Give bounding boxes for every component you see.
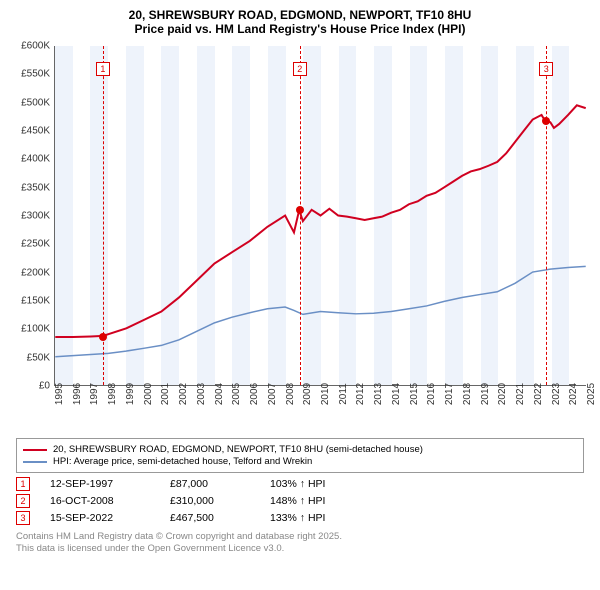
chart-subtitle: Price paid vs. HM Land Registry's House … — [8, 22, 592, 36]
chart-title: 20, SHREWSBURY ROAD, EDGMOND, NEWPORT, T… — [8, 8, 592, 22]
annotation-price: £87,000 — [170, 478, 250, 490]
y-tick-label: £550K — [21, 69, 50, 80]
series-line — [55, 266, 585, 356]
x-tick-label: 2021 — [515, 383, 526, 405]
annotation-hpi: 103% ↑ HPI — [270, 478, 325, 490]
x-tick-label: 2000 — [143, 383, 154, 405]
x-tick-label: 2015 — [409, 383, 420, 405]
legend-row: 20, SHREWSBURY ROAD, EDGMOND, NEWPORT, T… — [23, 444, 577, 455]
annotation-date: 15-SEP-2022 — [50, 512, 150, 524]
marker-dot — [542, 117, 550, 125]
x-tick-label: 1998 — [107, 383, 118, 405]
x-tick-label: 2013 — [373, 383, 384, 405]
x-tick-label: 2023 — [551, 383, 562, 405]
x-tick-label: 1999 — [125, 383, 136, 405]
marker-number-box: 2 — [293, 62, 307, 76]
legend-swatch — [23, 461, 47, 463]
y-tick-label: £0 — [39, 381, 50, 392]
x-tick-label: 2002 — [178, 383, 189, 405]
marker-number-box: 1 — [96, 62, 110, 76]
annotation-date: 12-SEP-1997 — [50, 478, 150, 490]
x-tick-label: 2001 — [160, 383, 171, 405]
marker-dash-line — [546, 46, 547, 385]
x-axis: 1995199619971998199920002001200220032004… — [54, 390, 586, 430]
legend: 20, SHREWSBURY ROAD, EDGMOND, NEWPORT, T… — [16, 438, 584, 473]
y-tick-label: £200K — [21, 267, 50, 278]
x-tick-label: 2016 — [426, 383, 437, 405]
plot-area: 1 2 3 — [54, 46, 586, 386]
title-area: 20, SHREWSBURY ROAD, EDGMOND, NEWPORT, T… — [8, 8, 592, 36]
x-tick-label: 2025 — [586, 383, 597, 405]
x-tick-label: 1997 — [89, 383, 100, 405]
x-tick-label: 2012 — [355, 383, 366, 405]
x-tick-label: 2007 — [267, 383, 278, 405]
y-tick-label: £150K — [21, 296, 50, 307]
y-axis: £0£50K£100K£150K£200K£250K£300K£350K£400… — [12, 46, 52, 386]
x-tick-label: 2008 — [285, 383, 296, 405]
annotations-table: 1 12-SEP-1997 £87,000 103% ↑ HPI 2 16-OCT-200… — [16, 477, 584, 525]
x-tick-label: 2006 — [249, 383, 260, 405]
y-tick-label: £350K — [21, 182, 50, 193]
annotation-hpi: 133% ↑ HPI — [270, 512, 325, 524]
x-tick-label: 2010 — [320, 383, 331, 405]
x-tick-label: 2014 — [391, 383, 402, 405]
y-tick-label: £600K — [21, 41, 50, 52]
series-line — [55, 105, 585, 337]
x-tick-label: 2003 — [196, 383, 207, 405]
legend-swatch — [23, 449, 47, 451]
chart-container: 20, SHREWSBURY ROAD, EDGMOND, NEWPORT, T… — [0, 0, 600, 590]
annotation-price: £467,500 — [170, 512, 250, 524]
marker-number-box: 3 — [539, 62, 553, 76]
footer-attribution: Contains HM Land Registry data © Crown c… — [16, 531, 584, 556]
x-tick-label: 2009 — [302, 383, 313, 405]
y-tick-label: £100K — [21, 324, 50, 335]
annotation-number-box: 2 — [16, 494, 30, 508]
x-tick-label: 2005 — [231, 383, 242, 405]
x-tick-label: 1996 — [72, 383, 83, 405]
x-tick-label: 2022 — [533, 383, 544, 405]
annotation-number-box: 3 — [16, 511, 30, 525]
annotation-number-box: 1 — [16, 477, 30, 491]
x-tick-label: 2017 — [444, 383, 455, 405]
footer-line: Contains HM Land Registry data © Crown c… — [16, 531, 584, 543]
y-tick-label: £400K — [21, 154, 50, 165]
legend-label: 20, SHREWSBURY ROAD, EDGMOND, NEWPORT, T… — [53, 444, 423, 455]
x-tick-label: 2019 — [480, 383, 491, 405]
x-tick-label: 2018 — [462, 383, 473, 405]
legend-label: HPI: Average price, semi-detached house,… — [53, 456, 312, 467]
annotation-date: 16-OCT-2008 — [50, 495, 150, 507]
legend-row: HPI: Average price, semi-detached house,… — [23, 456, 577, 467]
y-tick-label: £50K — [27, 352, 50, 363]
footer-line: This data is licensed under the Open Gov… — [16, 543, 584, 555]
annotation-hpi: 148% ↑ HPI — [270, 495, 325, 507]
x-tick-label: 1995 — [54, 383, 65, 405]
annotation-row: 1 12-SEP-1997 £87,000 103% ↑ HPI — [16, 477, 584, 491]
y-tick-label: £500K — [21, 97, 50, 108]
x-tick-label: 2020 — [497, 383, 508, 405]
x-tick-label: 2011 — [338, 383, 349, 405]
x-tick-label: 2024 — [568, 383, 579, 405]
marker-dot — [99, 333, 107, 341]
annotation-row: 3 15-SEP-2022 £467,500 133% ↑ HPI — [16, 511, 584, 525]
annotation-price: £310,000 — [170, 495, 250, 507]
line-plot-svg — [55, 46, 586, 385]
y-tick-label: £250K — [21, 239, 50, 250]
y-tick-label: £450K — [21, 126, 50, 137]
marker-dot — [296, 206, 304, 214]
y-tick-label: £300K — [21, 211, 50, 222]
marker-dash-line — [300, 46, 301, 385]
chart-area: £0 £50K £100K £150K £200K £250K £300K £350K £400… — [12, 42, 592, 432]
annotation-row: 2 16-OCT-2008 £310,000 148% ↑ HPI — [16, 494, 584, 508]
x-tick-label: 2004 — [214, 383, 225, 405]
